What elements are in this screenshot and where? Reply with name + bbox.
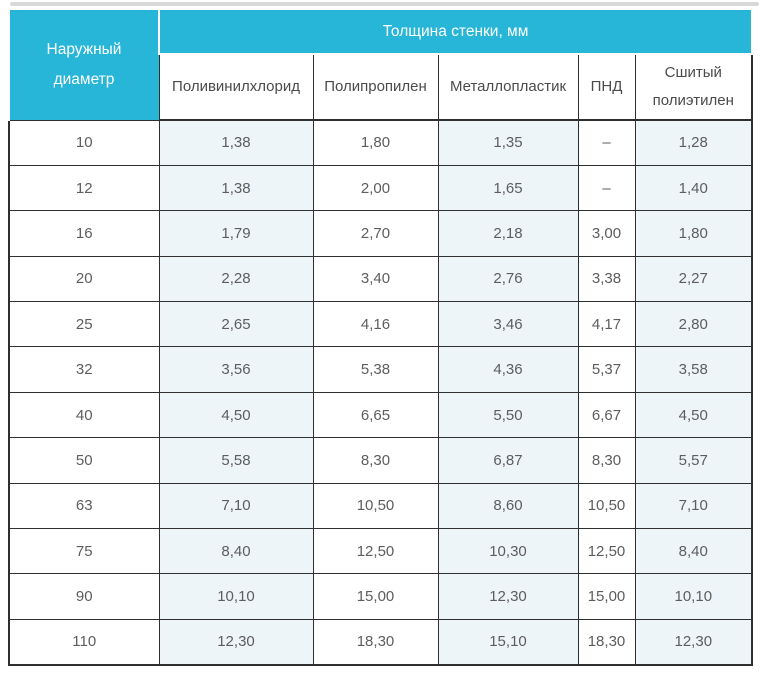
table-row: 40 4,50 6,65 5,50 6,67 4,50 xyxy=(8,391,754,439)
value-cell: 1,38 xyxy=(158,164,314,212)
value-cell: 3,58 xyxy=(634,346,754,393)
table-row: 10 1,38 1,80 1,35 – 1,28 xyxy=(8,119,754,166)
table-row: 90 10,10 15,00 12,30 15,00 10,10 xyxy=(8,573,754,620)
value-cell: – xyxy=(577,164,636,212)
diameter-cell: 25 xyxy=(8,301,160,348)
value-cell: 12,30 xyxy=(437,573,579,620)
value-cell: 1,40 xyxy=(634,164,754,212)
value-cell: 1,80 xyxy=(312,119,439,166)
diameter-cell: 110 xyxy=(8,618,160,666)
value-cell: 2,18 xyxy=(437,210,579,257)
value-cell: 4,16 xyxy=(312,301,439,348)
value-cell: 15,00 xyxy=(312,573,439,620)
corner-header-outer-diameter: Наружный диаметр xyxy=(8,8,160,121)
value-cell: 1,35 xyxy=(437,119,579,166)
table-row: 63 7,10 10,50 8,60 10,50 7,10 xyxy=(8,482,754,530)
value-cell: 15,10 xyxy=(437,618,579,666)
value-cell: 8,40 xyxy=(158,528,314,575)
value-cell: 10,10 xyxy=(634,573,754,620)
value-cell: 5,50 xyxy=(437,391,579,439)
value-cell: 4,50 xyxy=(158,391,314,439)
value-cell: 4,17 xyxy=(577,301,636,348)
column-header-polypropylene: Полипропилен xyxy=(312,53,439,121)
diameter-cell: 90 xyxy=(8,573,160,620)
group-header-wall-thickness: Толщина стенки, мм xyxy=(157,8,754,55)
table-row: 25 2,65 4,16 3,46 4,17 2,80 xyxy=(8,301,754,348)
value-cell: 5,38 xyxy=(312,346,439,393)
diameter-cell: 16 xyxy=(8,210,160,257)
value-cell: 3,46 xyxy=(437,301,579,348)
value-cell: 10,50 xyxy=(577,482,636,530)
value-cell: 5,58 xyxy=(158,437,314,484)
value-cell: 1,65 xyxy=(437,164,579,212)
value-cell: 1,28 xyxy=(634,119,754,166)
value-cell: 7,10 xyxy=(158,482,314,530)
value-cell: 8,40 xyxy=(634,528,754,575)
value-cell: 6,65 xyxy=(312,391,439,439)
value-cell: 3,56 xyxy=(158,346,314,393)
diameter-cell: 63 xyxy=(8,482,160,530)
value-cell: 10,10 xyxy=(158,573,314,620)
value-cell: 2,28 xyxy=(158,255,314,303)
column-header-pvc: Поливинилхлорид xyxy=(158,53,314,121)
column-header-metal-plastic: Металлопластик xyxy=(437,53,579,121)
column-header-pex: Сшитый полиэтилен xyxy=(634,53,754,121)
diameter-cell: 10 xyxy=(8,119,160,166)
pipe-wall-thickness-table: Наружный диаметр Толщина стенки, мм Поли… xyxy=(8,8,754,666)
value-cell: 6,87 xyxy=(437,437,579,484)
value-cell: 3,38 xyxy=(577,255,636,303)
table-body: 10 1,38 1,80 1,35 – 1,28 12 1,38 2,00 1,… xyxy=(8,119,754,666)
value-cell: 2,00 xyxy=(312,164,439,212)
value-cell: 8,60 xyxy=(437,482,579,530)
table-row: 50 5,58 8,30 6,87 8,30 5,57 xyxy=(8,437,754,484)
value-cell: 4,50 xyxy=(634,391,754,439)
value-cell: 6,67 xyxy=(577,391,636,439)
value-cell: 12,50 xyxy=(312,528,439,575)
value-cell: 12,30 xyxy=(634,618,754,666)
diameter-cell: 20 xyxy=(8,255,160,303)
value-cell: – xyxy=(577,119,636,166)
table-row: 75 8,40 12,50 10,30 12,50 8,40 xyxy=(8,528,754,575)
diameter-cell: 40 xyxy=(8,391,160,439)
column-header-hdpe: ПНД xyxy=(577,53,636,121)
table-row: 12 1,38 2,00 1,65 – 1,40 xyxy=(8,164,754,212)
value-cell: 5,57 xyxy=(634,437,754,484)
value-cell: 2,27 xyxy=(634,255,754,303)
value-cell: 12,50 xyxy=(577,528,636,575)
value-cell: 2,80 xyxy=(634,301,754,348)
value-cell: 10,50 xyxy=(312,482,439,530)
table-row: 110 12,30 18,30 15,10 18,30 12,30 xyxy=(8,618,754,666)
value-cell: 2,70 xyxy=(312,210,439,257)
diameter-cell: 75 xyxy=(8,528,160,575)
value-cell: 18,30 xyxy=(577,618,636,666)
page-divider xyxy=(10,2,759,6)
value-cell: 2,76 xyxy=(437,255,579,303)
table-row: 20 2,28 3,40 2,76 3,38 2,27 xyxy=(8,255,754,303)
value-cell: 4,36 xyxy=(437,346,579,393)
value-cell: 10,30 xyxy=(437,528,579,575)
value-cell: 1,80 xyxy=(634,210,754,257)
value-cell: 3,40 xyxy=(312,255,439,303)
value-cell: 12,30 xyxy=(158,618,314,666)
table-row: 32 3,56 5,38 4,36 5,37 3,58 xyxy=(8,346,754,393)
value-cell: 1,79 xyxy=(158,210,314,257)
value-cell: 15,00 xyxy=(577,573,636,620)
diameter-cell: 32 xyxy=(8,346,160,393)
value-cell: 2,65 xyxy=(158,301,314,348)
value-cell: 8,30 xyxy=(312,437,439,484)
value-cell: 3,00 xyxy=(577,210,636,257)
value-cell: 1,38 xyxy=(158,119,314,166)
diameter-cell: 50 xyxy=(8,437,160,484)
value-cell: 5,37 xyxy=(577,346,636,393)
diameter-cell: 12 xyxy=(8,164,160,212)
value-cell: 18,30 xyxy=(312,618,439,666)
material-header-row: Поливинилхлорид Полипропилен Металлоплас… xyxy=(9,53,754,121)
value-cell: 8,30 xyxy=(577,437,636,484)
value-cell: 7,10 xyxy=(634,482,754,530)
table-row: 16 1,79 2,70 2,18 3,00 1,80 xyxy=(8,210,754,257)
